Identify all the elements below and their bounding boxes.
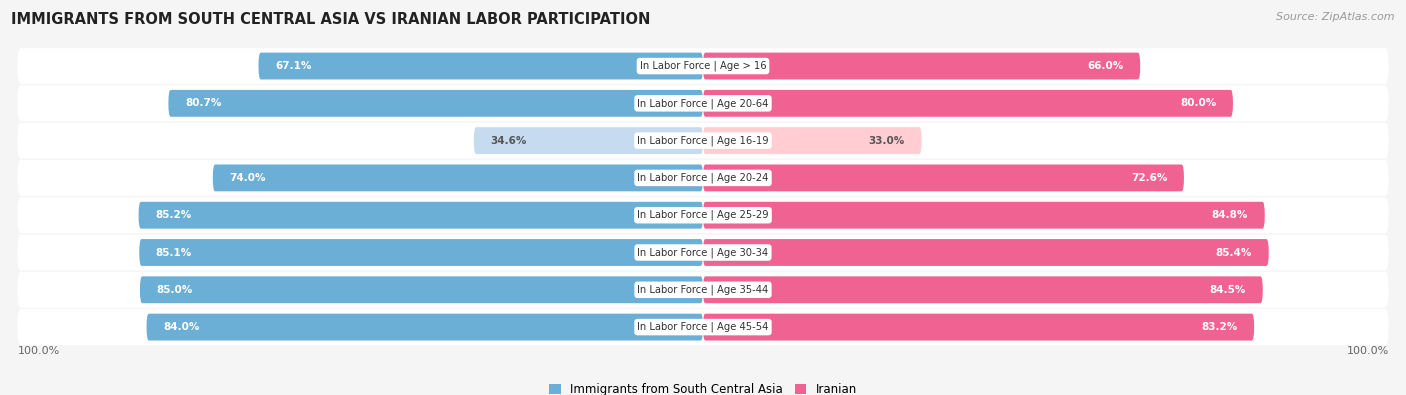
FancyBboxPatch shape xyxy=(17,272,1389,308)
FancyBboxPatch shape xyxy=(17,123,1389,158)
Text: 85.4%: 85.4% xyxy=(1216,248,1253,258)
Text: 84.5%: 84.5% xyxy=(1209,285,1246,295)
FancyBboxPatch shape xyxy=(169,90,703,117)
FancyBboxPatch shape xyxy=(703,127,921,154)
Text: In Labor Force | Age > 16: In Labor Force | Age > 16 xyxy=(640,61,766,71)
Text: In Labor Force | Age 25-29: In Labor Force | Age 25-29 xyxy=(637,210,769,220)
FancyBboxPatch shape xyxy=(17,48,1389,84)
FancyBboxPatch shape xyxy=(703,314,1254,340)
Text: 66.0%: 66.0% xyxy=(1087,61,1123,71)
FancyBboxPatch shape xyxy=(141,276,703,303)
FancyBboxPatch shape xyxy=(212,164,703,191)
FancyBboxPatch shape xyxy=(146,314,703,340)
Legend: Immigrants from South Central Asia, Iranian: Immigrants from South Central Asia, Iran… xyxy=(548,383,858,395)
Text: 85.2%: 85.2% xyxy=(155,210,191,220)
FancyBboxPatch shape xyxy=(703,164,1184,191)
FancyBboxPatch shape xyxy=(259,53,703,79)
FancyBboxPatch shape xyxy=(17,309,1389,345)
Text: In Labor Force | Age 45-54: In Labor Force | Age 45-54 xyxy=(637,322,769,332)
Text: In Labor Force | Age 20-64: In Labor Force | Age 20-64 xyxy=(637,98,769,109)
FancyBboxPatch shape xyxy=(703,202,1265,229)
FancyBboxPatch shape xyxy=(139,239,703,266)
Text: In Labor Force | Age 20-24: In Labor Force | Age 20-24 xyxy=(637,173,769,183)
Text: 33.0%: 33.0% xyxy=(869,135,905,146)
Text: In Labor Force | Age 16-19: In Labor Force | Age 16-19 xyxy=(637,135,769,146)
FancyBboxPatch shape xyxy=(703,239,1268,266)
FancyBboxPatch shape xyxy=(703,90,1233,117)
Text: In Labor Force | Age 35-44: In Labor Force | Age 35-44 xyxy=(637,284,769,295)
Text: 84.0%: 84.0% xyxy=(163,322,200,332)
Text: In Labor Force | Age 30-34: In Labor Force | Age 30-34 xyxy=(637,247,769,258)
FancyBboxPatch shape xyxy=(17,160,1389,196)
Text: 72.6%: 72.6% xyxy=(1130,173,1167,183)
Text: 85.1%: 85.1% xyxy=(156,248,193,258)
Text: 80.7%: 80.7% xyxy=(186,98,221,108)
Text: 85.0%: 85.0% xyxy=(156,285,193,295)
Text: IMMIGRANTS FROM SOUTH CENTRAL ASIA VS IRANIAN LABOR PARTICIPATION: IMMIGRANTS FROM SOUTH CENTRAL ASIA VS IR… xyxy=(11,12,651,27)
Text: Source: ZipAtlas.com: Source: ZipAtlas.com xyxy=(1277,12,1395,22)
Text: 83.2%: 83.2% xyxy=(1201,322,1237,332)
FancyBboxPatch shape xyxy=(139,202,703,229)
FancyBboxPatch shape xyxy=(17,198,1389,233)
FancyBboxPatch shape xyxy=(703,276,1263,303)
FancyBboxPatch shape xyxy=(703,53,1140,79)
Text: 84.8%: 84.8% xyxy=(1212,210,1249,220)
FancyBboxPatch shape xyxy=(17,85,1389,121)
Text: 34.6%: 34.6% xyxy=(491,135,527,146)
FancyBboxPatch shape xyxy=(17,235,1389,271)
Text: 67.1%: 67.1% xyxy=(276,61,312,71)
Text: 74.0%: 74.0% xyxy=(229,173,266,183)
FancyBboxPatch shape xyxy=(474,127,703,154)
Text: 100.0%: 100.0% xyxy=(17,346,59,356)
Text: 100.0%: 100.0% xyxy=(1347,346,1389,356)
Text: 80.0%: 80.0% xyxy=(1180,98,1216,108)
